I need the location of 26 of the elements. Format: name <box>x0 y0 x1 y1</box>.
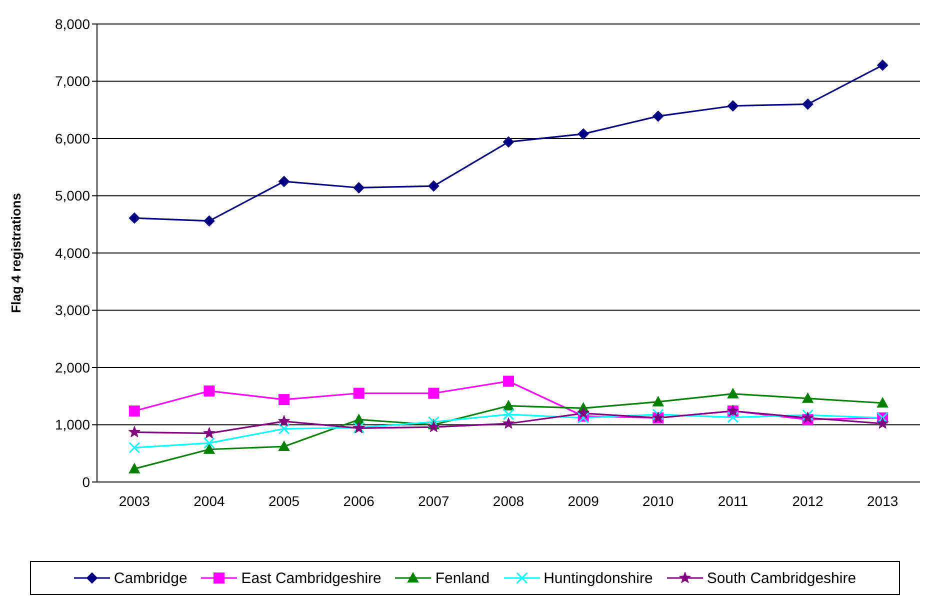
y-tick-label: 2,000 <box>54 359 90 376</box>
x-tick-label: 2010 <box>642 492 674 509</box>
x-tick-label: 2005 <box>268 492 300 509</box>
y-tick-label: 8,000 <box>54 16 90 32</box>
x-tick-label: 2004 <box>194 492 226 509</box>
legend-label: Fenland <box>435 570 490 586</box>
legend-label: East Cambridgeshire <box>241 570 382 586</box>
x-tick-label: 2012 <box>792 492 824 509</box>
y-axis-title: Flag 4 registrations <box>8 193 24 313</box>
y-tick-label: 7,000 <box>54 73 90 90</box>
x-tick-label: 2006 <box>343 492 375 509</box>
x-tick-label: 2007 <box>418 492 450 509</box>
x-tick-label: 2003 <box>118 492 150 509</box>
y-tick-label: 0 <box>82 474 90 490</box>
x-tick-label: 2008 <box>492 492 524 509</box>
legend-label: Huntingdonshire <box>544 570 653 586</box>
legend-label: South Cambridgeshire <box>706 570 856 586</box>
legend-label: Cambridge <box>114 570 188 586</box>
y-tick-label: 5,000 <box>54 188 90 204</box>
y-tick-label: 1,000 <box>54 416 90 433</box>
y-tick-label: 6,000 <box>54 130 90 146</box>
y-tick-label: 3,000 <box>54 302 90 318</box>
x-tick-label: 2011 <box>718 492 748 509</box>
x-tick-label: 2009 <box>568 492 600 509</box>
y-tick-label: 4,000 <box>54 244 90 261</box>
x-tick-label: 2013 <box>867 492 898 509</box>
